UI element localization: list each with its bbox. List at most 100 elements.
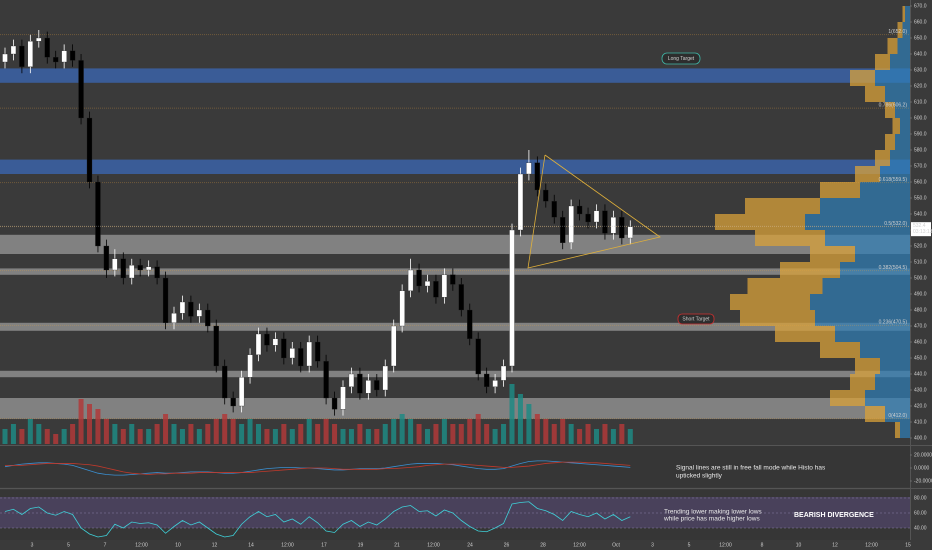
rsi-note: Trending lower making lower lows [664,509,762,516]
volume-bar [425,429,430,444]
volume-bar [534,414,540,444]
volume-bar [171,424,177,444]
profile-sell [892,118,900,134]
y-tick-label: 500.0 [914,275,927,281]
volume-bar [627,429,633,444]
volume-bar [475,414,481,444]
volume-bar [146,429,152,444]
y-tick-label: 630.0 [914,67,927,73]
profile-buy [895,102,910,118]
volume-bar [281,424,287,444]
profile-buy [885,86,910,102]
profile-sell [740,310,815,326]
y-tick-label: 440.0 [914,371,927,377]
profile-sell [715,214,805,230]
long-target: Long Target [668,56,695,62]
y-tick-label: 570.0 [914,163,927,169]
fib-label: 0(412.0) [888,413,907,419]
y-tick-label: 430.0 [914,387,927,393]
volume-bar [619,424,625,444]
candle-body [382,365,388,391]
macd-line [4,460,631,476]
profile-buy [875,374,910,390]
x-tick-label: 12:00 [719,542,732,548]
candle-body [61,50,67,63]
volume-bar [95,409,101,444]
candle-body [475,338,481,375]
y-tick-label: 520.0 [914,243,927,249]
volume-bar [2,429,8,444]
candle-body [213,325,219,367]
candle-body [10,45,17,55]
candle-body [509,229,515,367]
short-target-box [677,313,715,325]
volume-bar [196,429,202,444]
volume-bar [467,419,473,444]
candle-body [27,41,34,67]
y-tick-label: 580.0 [914,147,927,153]
candle-body [137,265,143,271]
candle-body [340,386,346,410]
volume-bar [315,424,321,444]
candle-body [585,213,591,223]
profile-buy [860,342,910,358]
x-tick-label: 12:00 [573,542,586,548]
indicators: 20.0000 0.0000 -20.0000 80.00 60.00 40.00 [0,452,932,538]
x-tick-label: 26 [504,542,510,548]
candle-body [145,266,152,271]
volume-bar [120,429,126,444]
candle-body [391,325,397,367]
profile-buy [860,182,910,198]
volume-bar [517,394,523,444]
y-tick-label: 490.0 [914,291,927,297]
volume-bar [213,419,219,444]
volume-bar [501,424,507,444]
volume-bar [382,424,388,444]
candle-body [560,217,566,243]
candle-body [348,373,355,387]
profile-sell [850,70,875,86]
volume-bar [61,429,67,444]
volume-bar [44,429,50,444]
candle-body [534,162,540,191]
profile-sell [855,358,880,374]
y-tick-label: 410.0 [914,419,927,425]
candle-body [129,265,135,279]
x-tick-label: 12:00 [281,542,294,548]
volume-bar [222,414,228,444]
y-tick-label: 480.0 [914,307,927,313]
y-tick-label: 610.0 [914,99,927,105]
profile-sell [775,326,835,342]
fib-label: 0.5(532.0) [884,221,907,227]
zone [0,159,910,174]
profile-sell [875,150,890,166]
x-tick-label: 5 [67,542,70,548]
x-tick-label: 10 [796,542,802,548]
y-tick-label: 620.0 [914,83,927,89]
candle-body [331,397,338,410]
candle-body [19,45,25,67]
y-tick-label: 540.0 [914,211,927,217]
x-tick-label: 7 [104,542,107,548]
x-tick-label: 21 [394,542,400,548]
profile-buy [905,6,910,22]
x-tick-label: 12 [212,542,218,548]
volume-bar [560,419,566,444]
profile-sell [885,134,895,150]
volume-bar [163,414,169,444]
candle-body [53,57,59,63]
rsi-note: while price has made higher lows [663,516,760,523]
candle-body [543,189,549,202]
candle-body [483,373,490,387]
volume-bar [306,419,312,444]
candle-body [399,290,405,327]
candle-body [357,373,363,394]
fib-levels: 1(652.0) 0.786(606.2) 0.618(559.5) 0.5(532.… [0,29,910,419]
profile-sell [865,86,885,102]
volume-bar [247,419,253,444]
candle-body [627,226,633,239]
candle-body [247,354,253,378]
volume-bar [332,424,338,444]
volume-bar [484,424,490,444]
y-tick-label: 460.0 [914,339,927,345]
